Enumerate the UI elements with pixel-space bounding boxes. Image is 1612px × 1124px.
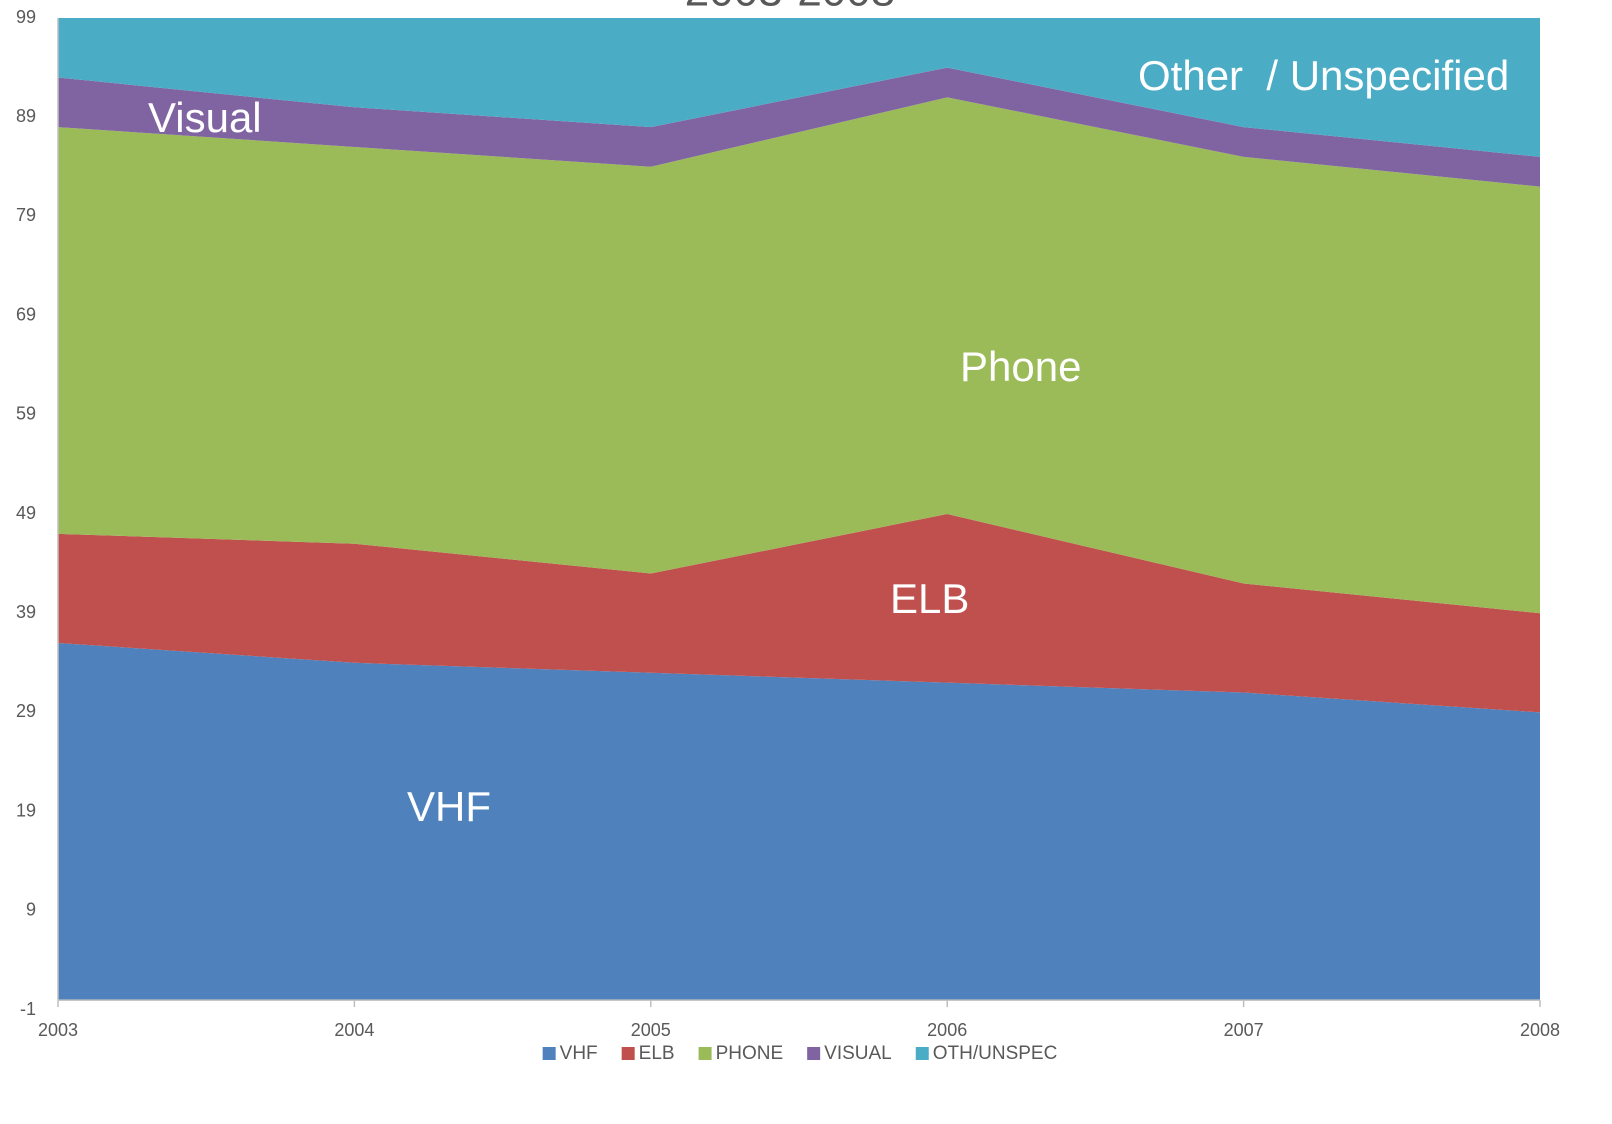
y-tick-label: 99 <box>16 7 36 27</box>
legend-label: VISUAL <box>824 1043 892 1064</box>
y-tick-label: 59 <box>16 404 36 424</box>
legend-label: OTH/UNSPEC <box>933 1043 1058 1064</box>
annotation: Phone <box>960 343 1081 390</box>
area <box>58 67 1540 187</box>
y-tick-label: 69 <box>16 304 36 324</box>
legend-swatch <box>542 1047 556 1060</box>
y-tick-label: 89 <box>16 106 36 126</box>
y-tick-label: 39 <box>16 602 36 622</box>
legend-swatch <box>621 1047 635 1060</box>
x-tick-label: 2004 <box>334 1020 374 1040</box>
x-tick-label: 2003 <box>38 1020 78 1040</box>
area <box>58 18 1540 157</box>
x-tick-label: 2008 <box>1520 1020 1560 1040</box>
area <box>58 514 1540 713</box>
annotation: Visual <box>148 94 262 141</box>
legend-label: VHF <box>560 1043 598 1064</box>
x-tick-label: 2006 <box>927 1020 967 1040</box>
annotation: ELB <box>890 575 969 622</box>
legend-swatch <box>915 1047 929 1060</box>
y-tick-label: 49 <box>16 503 36 523</box>
y-tick-label: 9 <box>26 900 36 920</box>
x-tick-label: 2005 <box>631 1020 671 1040</box>
chart-title: 2003-2008 <box>685 0 895 16</box>
legend-label: PHONE <box>716 1043 784 1064</box>
area <box>58 97 1540 614</box>
legend: VHF ELB PHONE VISUAL OTH/UNSPEC <box>542 1043 1058 1064</box>
legend-swatch <box>807 1047 821 1060</box>
y-tick-label: 29 <box>16 701 36 721</box>
x-tick-label: 2007 <box>1224 1020 1264 1040</box>
area <box>58 642 1540 1001</box>
annotation: Other / Unspecified <box>1138 52 1509 99</box>
legend-label: ELB <box>639 1043 675 1064</box>
legend-swatch <box>698 1047 712 1060</box>
y-tick-label: -1 <box>20 999 36 1019</box>
y-tick-label: 79 <box>16 205 36 225</box>
y-tick-label: 19 <box>16 800 36 820</box>
annotation: VHF <box>407 783 491 830</box>
